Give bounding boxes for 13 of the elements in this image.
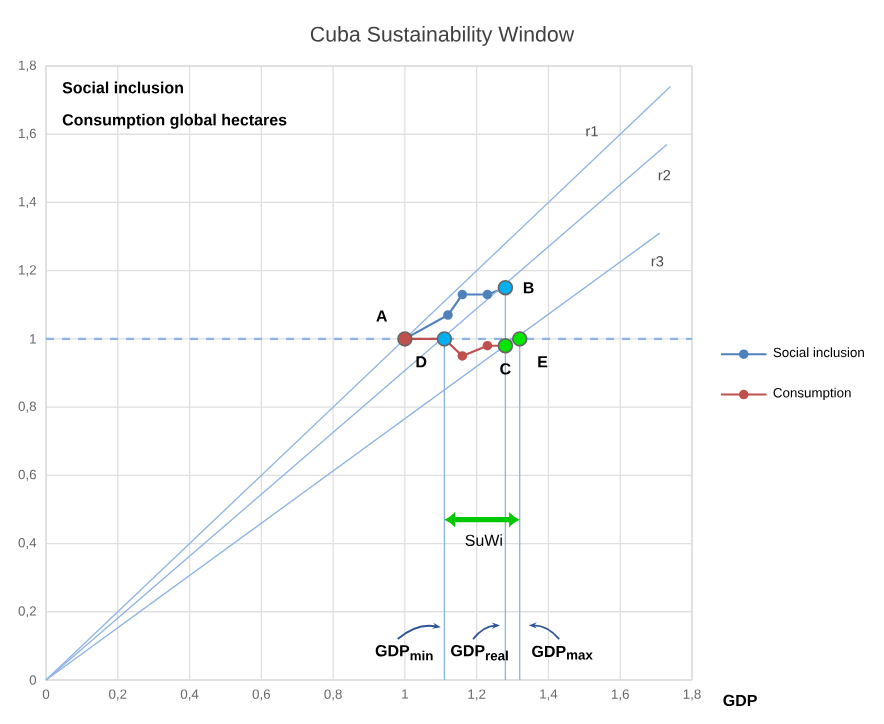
- annotation: A: [376, 310, 388, 322]
- annotation: GDP$_{min}$: [375, 645, 433, 661]
- annotation: Social inclusion: [62, 81, 183, 94]
- annotation: E: [538, 356, 548, 368]
- annotation: B: [523, 282, 534, 294]
- annotation: Consumption global hectares: [62, 113, 287, 129]
- x-axis-title: GDP: [723, 694, 757, 707]
- annotation: GDP$_{max}$: [532, 645, 593, 660]
- annotation: SuWi: [465, 534, 502, 547]
- annotation: D: [416, 356, 427, 368]
- annotation: C: [500, 363, 511, 375]
- chart-title: Cuba Sustainability Window: [310, 26, 575, 46]
- annotation: GDP$_{real}$: [451, 644, 508, 661]
